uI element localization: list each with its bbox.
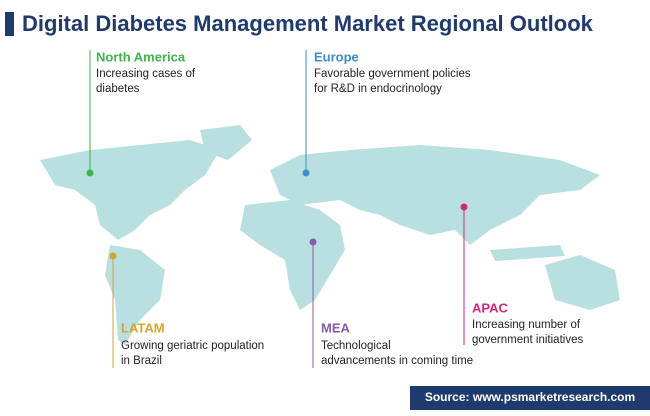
title: Digital Diabetes Management Market Regio… [22, 11, 594, 36]
region-description: government initiatives [472, 334, 583, 346]
title-marker [5, 12, 14, 36]
region-description: Increasing cases of [96, 68, 196, 80]
source: Source: www.psmarketresearch.com [425, 390, 635, 404]
region-description: Technological [321, 340, 391, 352]
region-description: diabetes [96, 83, 140, 95]
region-name: APAC [472, 300, 508, 315]
region-description: in Brazil [121, 355, 162, 367]
region-description: Increasing number of [472, 319, 581, 331]
region-description: advancements in coming time [321, 355, 473, 367]
marker [302, 169, 310, 177]
region-name: North America [96, 49, 186, 64]
marker [309, 238, 317, 246]
marker [109, 252, 117, 260]
region-name: LATAM [121, 320, 165, 335]
marker [86, 169, 94, 177]
region-name: Europe [314, 49, 359, 64]
region-description: Favorable government policies [314, 68, 471, 80]
source-box [410, 386, 650, 410]
region-description: Growing geriatric population [121, 340, 264, 352]
marker [460, 203, 468, 211]
region-description: for R&D in endocrinology [314, 83, 442, 95]
region-name: MEA [321, 320, 351, 335]
world-map [40, 125, 620, 345]
